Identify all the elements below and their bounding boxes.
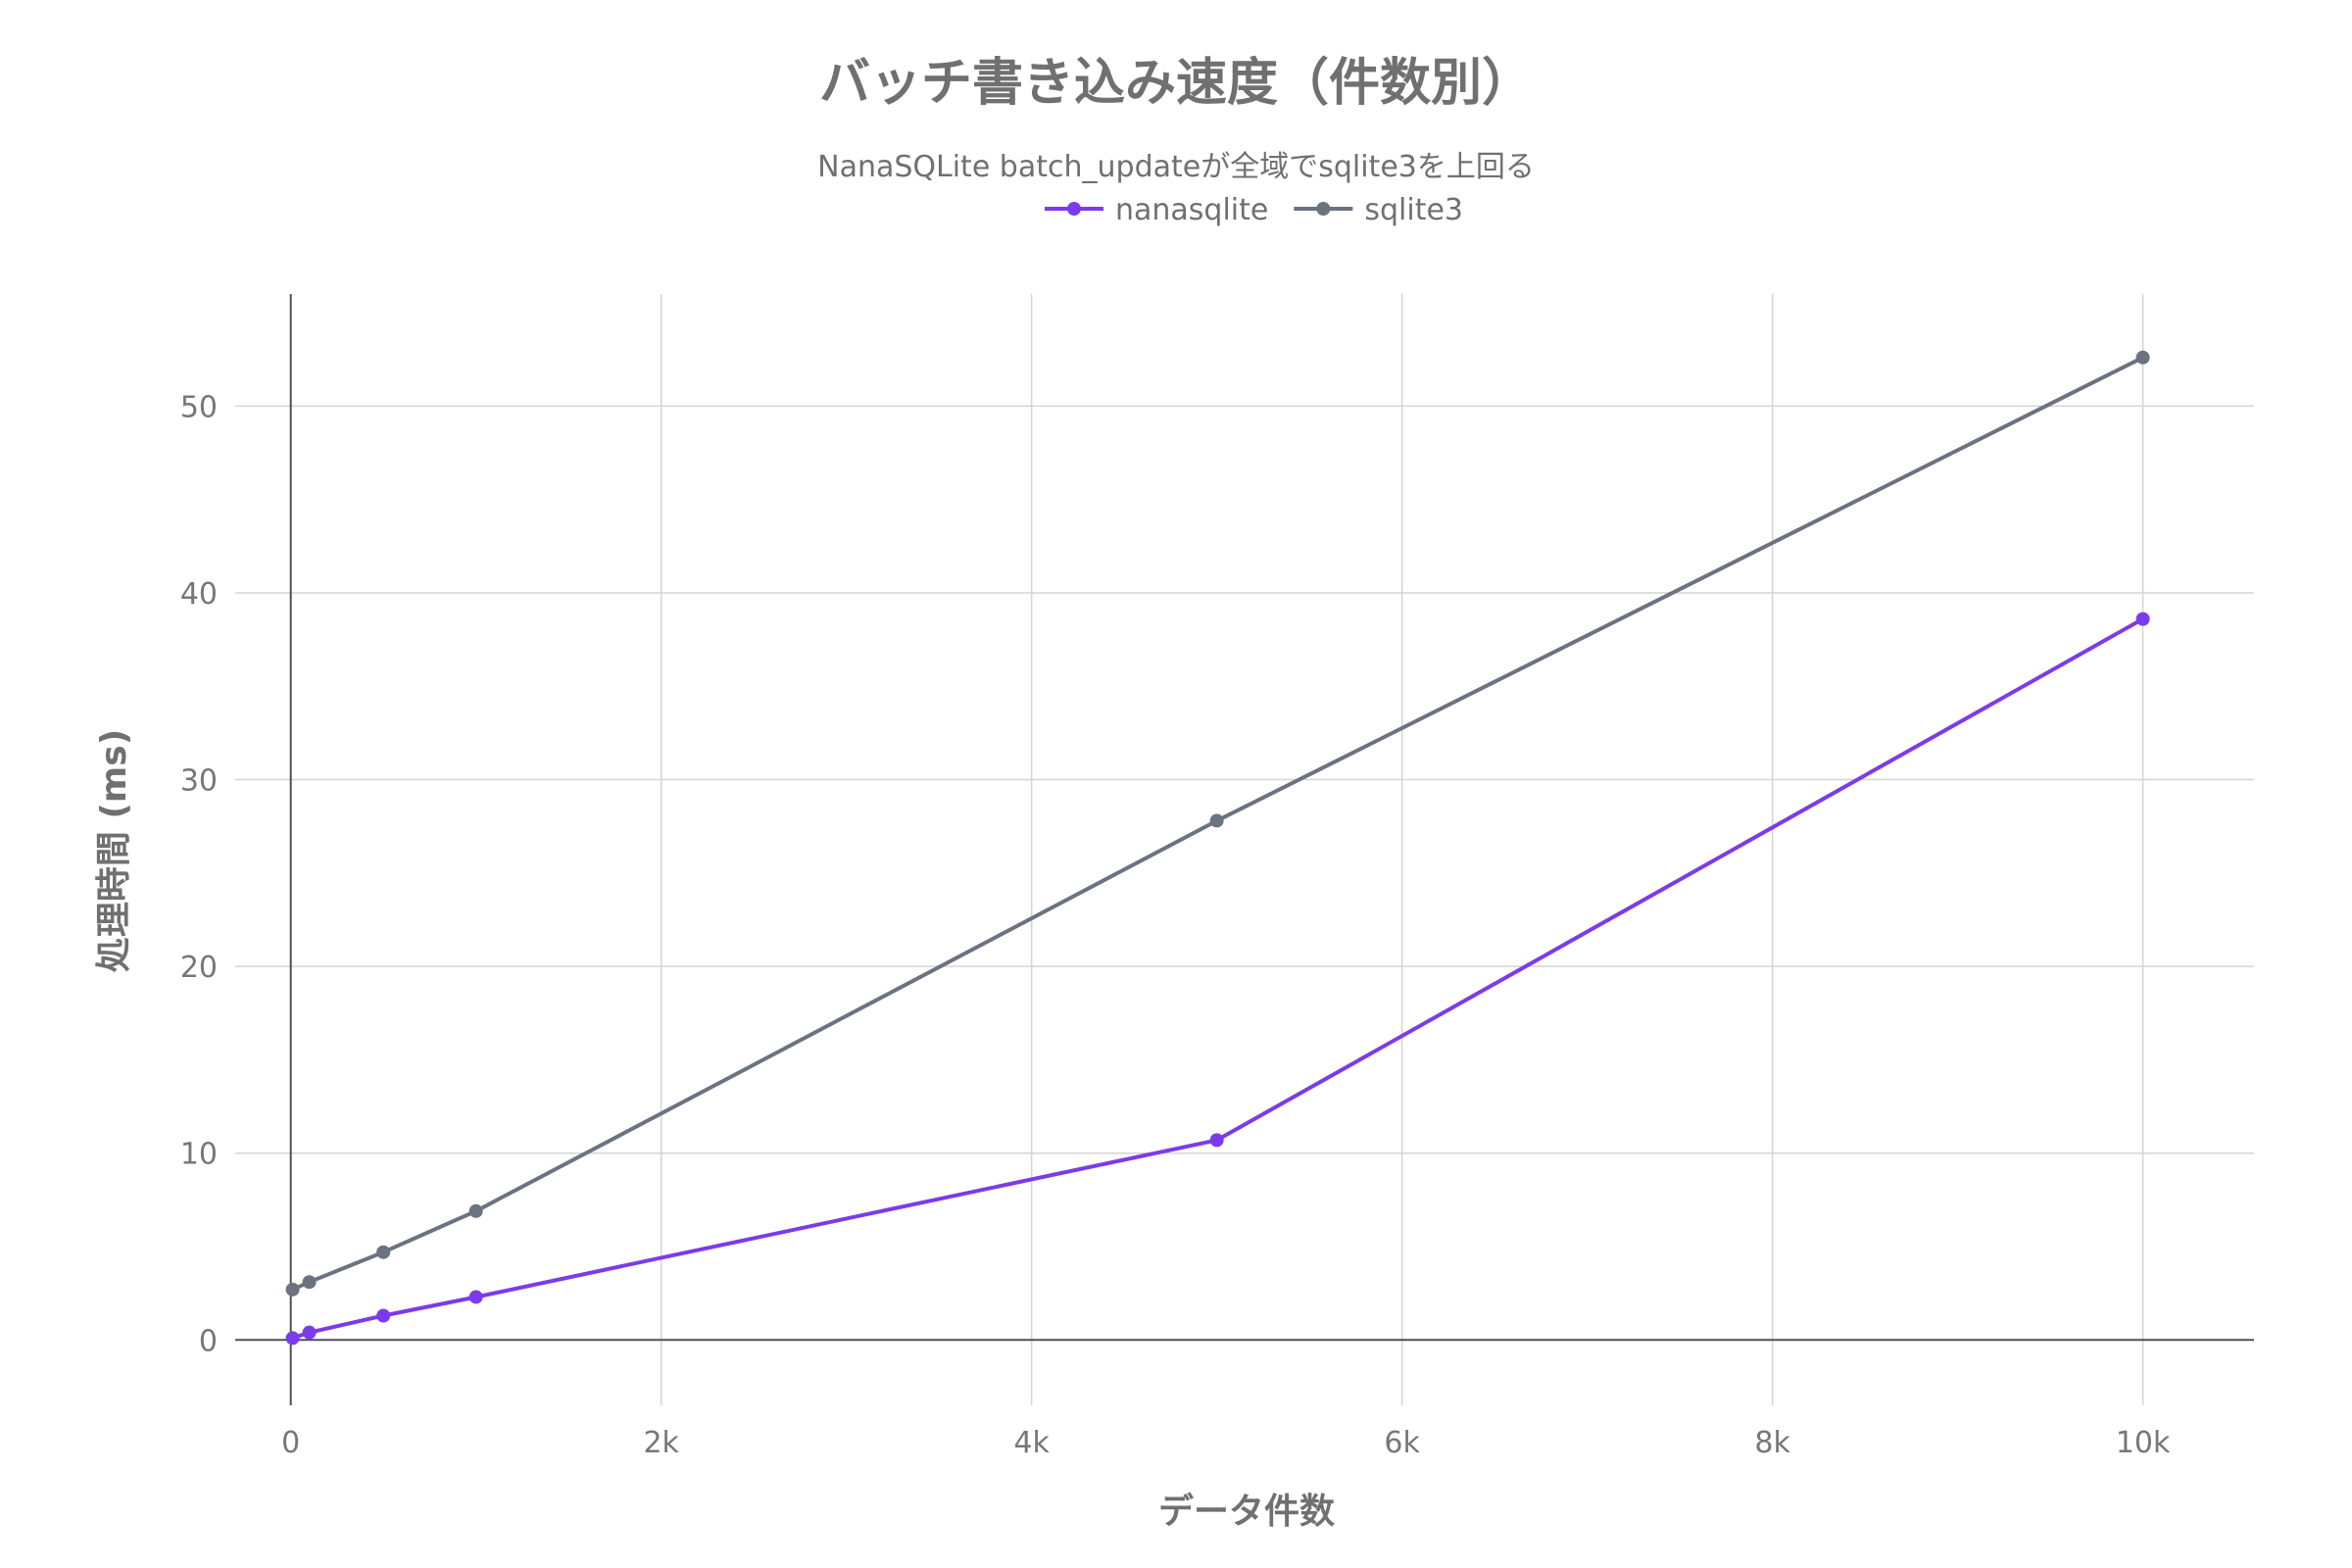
data-point-sqlite3 bbox=[376, 1245, 391, 1259]
legend-item-nanasqlite: nanasqlite bbox=[1045, 193, 1268, 227]
legend-label-sqlite3: sqlite3 bbox=[1364, 193, 1463, 227]
data-point-nanasqlite bbox=[2135, 612, 2150, 626]
y-tick-label: 0 bbox=[199, 1324, 218, 1358]
data-point-sqlite3 bbox=[468, 1203, 483, 1218]
legend-marker-nanasqlite bbox=[1067, 202, 1081, 216]
x-tick-label: 2k bbox=[643, 1426, 679, 1460]
series-layer bbox=[285, 350, 2150, 1346]
legend-marker-sqlite3 bbox=[1316, 202, 1331, 216]
x-tick-label: 10k bbox=[2116, 1426, 2171, 1460]
series-line-nanasqlite bbox=[290, 616, 2145, 1341]
legend-item-sqlite3: sqlite3 bbox=[1294, 193, 1463, 227]
data-point-nanasqlite bbox=[285, 1331, 300, 1346]
data-point-nanasqlite bbox=[302, 1325, 317, 1340]
y-tick-label: 30 bbox=[180, 764, 218, 799]
x-tick-labels: 0 2k 4k 6k 8k 10k bbox=[281, 1426, 2171, 1460]
x-tick-label: 6k bbox=[1384, 1426, 1420, 1460]
data-point-nanasqlite bbox=[1209, 1133, 1224, 1148]
x-tick-label: 8k bbox=[1754, 1426, 1790, 1460]
y-gridlines bbox=[235, 405, 2254, 1154]
data-point-sqlite3 bbox=[285, 1282, 300, 1297]
y-tick-label: 10 bbox=[180, 1138, 218, 1172]
data-point-sqlite3 bbox=[302, 1275, 317, 1290]
series-sqlite3 bbox=[285, 350, 2150, 1297]
y-tick-label: 20 bbox=[180, 951, 218, 985]
chart-subtitle: NanaSQLite batch_updateが全域でsqlite3を上回る bbox=[817, 150, 1535, 184]
data-point-nanasqlite bbox=[468, 1290, 483, 1304]
y-axis-title: 処理時間 (ms) bbox=[94, 729, 134, 972]
data-point-nanasqlite bbox=[376, 1308, 391, 1323]
zero-lines bbox=[235, 294, 2254, 1405]
y-tick-labels: 0 10 20 30 40 50 bbox=[180, 390, 218, 1358]
chart-title: バッチ書き込み速度（件数別） bbox=[819, 54, 1533, 113]
legend-label-nanasqlite: nanasqlite bbox=[1115, 193, 1268, 227]
x-tick-label: 0 bbox=[281, 1426, 300, 1460]
series-nanasqlite bbox=[285, 612, 2150, 1346]
x-tick-label: 4k bbox=[1013, 1426, 1050, 1460]
y-tick-label: 40 bbox=[180, 577, 218, 612]
y-tick-label: 50 bbox=[180, 390, 218, 424]
x-gridlines bbox=[660, 294, 2144, 1405]
legend: nanasqlite sqlite3 bbox=[1045, 193, 1463, 227]
x-axis-title: データ件数 bbox=[1158, 1491, 1335, 1532]
data-point-sqlite3 bbox=[1209, 813, 1224, 828]
data-point-sqlite3 bbox=[2135, 350, 2150, 365]
